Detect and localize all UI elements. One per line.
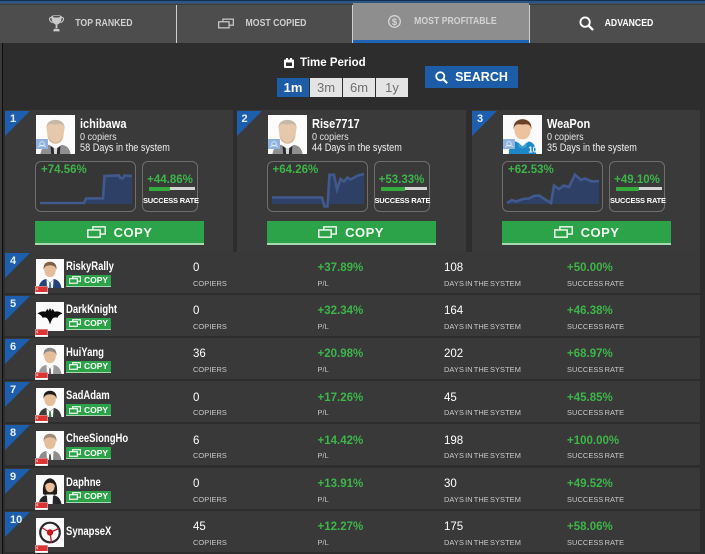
svg-text:$: $ xyxy=(391,17,397,28)
svg-text:10: 10 xyxy=(528,146,537,154)
